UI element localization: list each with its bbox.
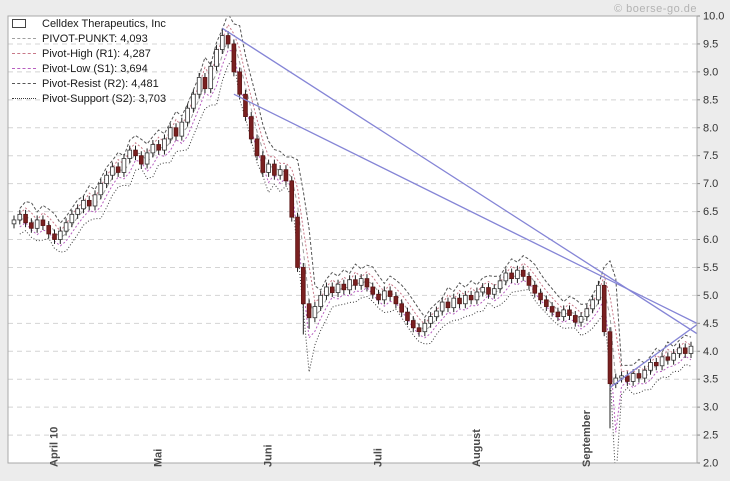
y-axis-label: 5.0 [703,290,718,302]
y-axis-label: 4.5 [703,318,718,330]
legend-line-icon [12,68,36,69]
x-axis-label: Juli [373,448,385,467]
legend-item-label: Pivot-High (R1): 4,287 [42,47,151,60]
legend-items: PIVOT-PUNKT: 4,093 Pivot-High (R1): 4,287… [12,31,166,106]
y-axis-label: 3.5 [703,374,718,386]
legend-line-icon [12,53,36,54]
x-axis-label: September [581,409,593,467]
legend-item-label: Pivot-Low (S1): 3,694 [42,62,148,75]
legend-item: PIVOT-PUNKT: 4,093 [12,31,166,46]
y-axis-label: 10.0 [703,11,724,23]
legend: Celldex Therapeutics, Inc PIVOT-PUNKT: 4… [12,16,166,106]
candlestick-series-icon [12,19,26,28]
legend-line-icon [12,38,36,39]
y-axis-label: 8.0 [703,122,718,134]
watermark: © boerse-go.de [614,3,697,15]
legend-item: Pivot-Resist (R2): 4,481 [12,76,166,91]
y-axis-label: 4.0 [703,346,718,358]
legend-item-label: Pivot-Support (S2): 3,703 [42,92,167,105]
legend-item: Pivot-High (R1): 4,287 [12,46,166,61]
y-axis-label: 6.0 [703,234,718,246]
legend-item-label: PIVOT-PUNKT: 4,093 [42,32,148,45]
x-axis-label: April 10 [49,427,61,467]
y-axis-label: 2.0 [703,458,718,470]
x-axis-label: Mai [153,449,165,467]
y-axis-label: 6.5 [703,206,718,218]
y-axis-label: 2.5 [703,430,718,442]
legend-title-row: Celldex Therapeutics, Inc [12,16,166,31]
legend-item: Pivot-Support (S2): 3,703 [12,91,166,106]
y-axis-label: 7.0 [703,178,718,190]
legend-line-icon [12,83,36,84]
legend-item-label: Pivot-Resist (R2): 4,481 [42,77,159,90]
y-axis-label: 9.0 [703,66,718,78]
legend-line-icon [12,98,36,99]
y-axis-label: 5.5 [703,262,718,274]
legend-item: Pivot-Low (S1): 3,694 [12,61,166,76]
x-axis-label: August [471,429,483,467]
x-axis-label: Juni [263,444,275,467]
legend-title: Celldex Therapeutics, Inc [42,17,166,30]
y-axis-label: 7.5 [703,150,718,162]
y-axis-label: 9.5 [703,38,718,50]
y-axis-label: 8.5 [703,94,718,106]
y-axis-label: 3.0 [703,402,718,414]
